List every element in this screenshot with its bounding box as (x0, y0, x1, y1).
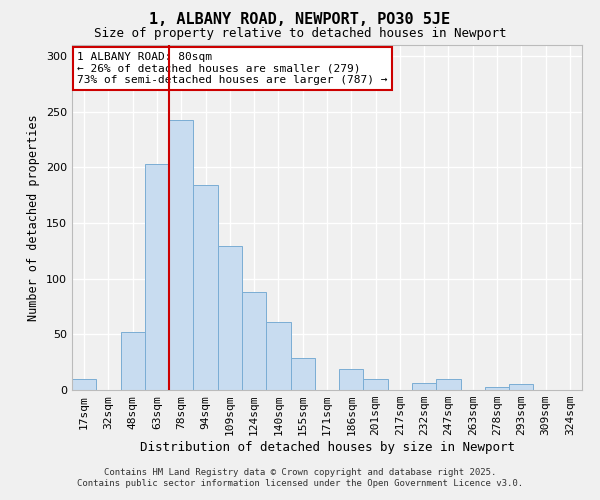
Bar (218, 246, 242, 390)
Bar (145, 164, 169, 390)
Bar (290, 358, 315, 390)
Text: Size of property relative to detached houses in Newport: Size of property relative to detached ho… (94, 28, 506, 40)
Bar (485, 386, 509, 390)
Y-axis label: Number of detached properties: Number of detached properties (28, 114, 40, 321)
Bar (412, 384, 436, 390)
Text: 1, ALBANY ROAD, NEWPORT, PO30 5JE: 1, ALBANY ROAD, NEWPORT, PO30 5JE (149, 12, 451, 28)
X-axis label: Distribution of detached houses by size in Newport: Distribution of detached houses by size … (139, 441, 515, 454)
Bar (169, 120, 193, 390)
Bar (193, 185, 218, 390)
Bar (339, 369, 364, 390)
Bar (509, 384, 533, 390)
Bar (364, 379, 388, 390)
Text: 1 ALBANY ROAD: 80sqm
← 26% of detached houses are smaller (279)
73% of semi-deta: 1 ALBANY ROAD: 80sqm ← 26% of detached h… (77, 52, 388, 85)
Bar (121, 332, 145, 390)
Bar (242, 292, 266, 390)
Bar (72, 379, 96, 390)
Text: Contains HM Land Registry data © Crown copyright and database right 2025.
Contai: Contains HM Land Registry data © Crown c… (77, 468, 523, 487)
Bar (436, 379, 461, 390)
Bar (266, 322, 290, 390)
